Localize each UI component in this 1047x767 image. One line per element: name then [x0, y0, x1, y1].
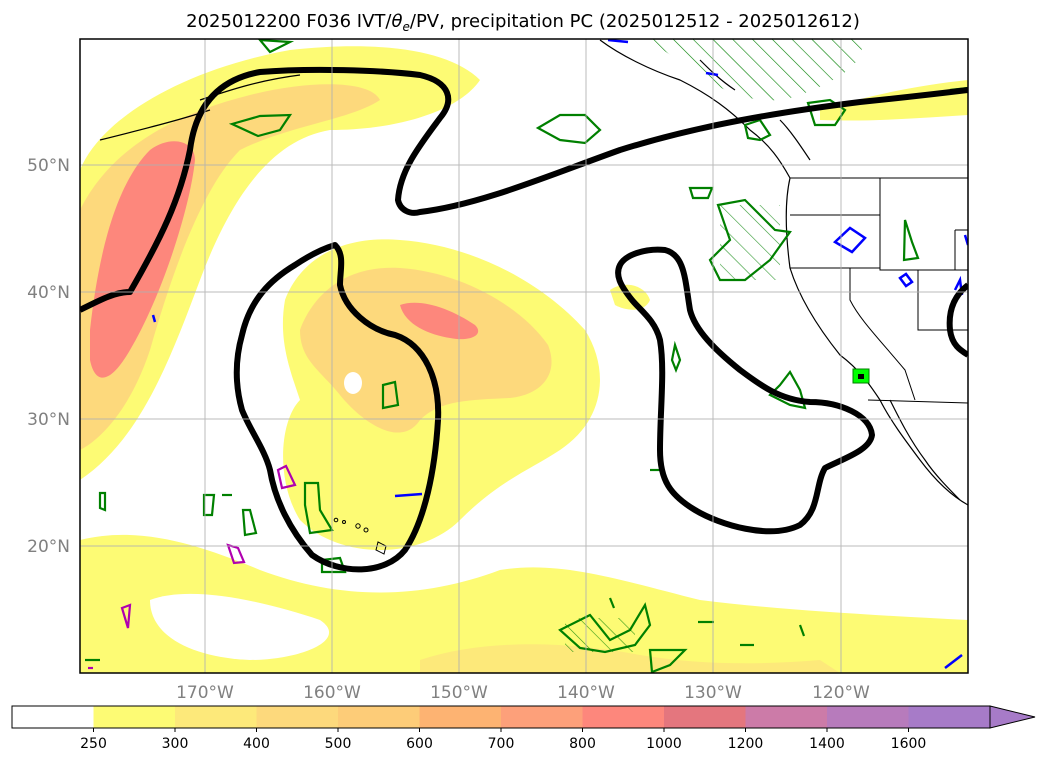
colorbar-tick-label: 1000	[646, 736, 682, 752]
colorbar-tick-label: 1400	[809, 736, 845, 752]
lon-tick-label: 160°W	[303, 683, 361, 703]
colorbar-segment	[908, 706, 991, 728]
colorbar-segment	[12, 706, 94, 728]
ivt-hole	[344, 372, 362, 394]
ivt-band-central-mid	[300, 267, 552, 433]
pv-contour-edge	[946, 282, 968, 358]
colorbar: 250 300 400 500 600 700 800 1000 1200 1400 1600	[11, 705, 1036, 752]
lat-tick-label: 50°N	[27, 156, 70, 176]
colorbar-tick-label: 500	[325, 736, 352, 752]
graticule	[80, 39, 968, 673]
lon-tick-label: 140°W	[557, 683, 615, 703]
colorbar-tick-label: 700	[488, 736, 515, 752]
colorbar-tick-label: 1200	[728, 736, 764, 752]
lon-tick-label: 120°W	[812, 683, 870, 703]
plot-title: 2025012200 F036 IVT/θe/PV, precipitation…	[186, 11, 860, 34]
ivt-band-north-high	[90, 141, 195, 378]
colorbar-tick-label: 1600	[891, 736, 927, 752]
colorbar-segment	[501, 706, 583, 728]
colorbar-tick-label: 400	[243, 736, 270, 752]
pv-contours	[80, 66, 968, 573]
colorbar-tick-label: 600	[406, 736, 433, 752]
precip-contours-green	[85, 39, 968, 673]
lat-tick-label: 40°N	[27, 283, 70, 303]
pv-contour-east	[615, 246, 875, 535]
colorbar-segment	[175, 706, 257, 728]
colorbar-tick-label: 300	[162, 736, 189, 752]
pv-contour-north	[80, 66, 968, 313]
colorbar-segment	[256, 706, 339, 728]
colorbar-segment	[827, 706, 909, 728]
colorbar-segment	[582, 706, 665, 728]
hawaii-islands	[333, 517, 387, 555]
lon-tick-label: 130°W	[684, 683, 742, 703]
state-boundaries	[790, 177, 968, 404]
lat-tick-labels: 50°N 40°N 30°N 20°N	[27, 156, 70, 557]
precip-contours-magenta	[88, 464, 297, 670]
colorbar-tick-label: 800	[569, 736, 596, 752]
colorbar-segment	[745, 706, 828, 728]
colorbar-extend-arrow	[989, 705, 1036, 729]
colorbar-segment	[338, 706, 420, 728]
lon-tick-label: 170°W	[176, 683, 234, 703]
lon-tick-labels: 170°W 160°W 150°W 140°W 130°W 120°W	[176, 683, 870, 703]
map-panel	[80, 39, 968, 673]
precip-hatch-patch-1	[720, 205, 780, 280]
colorbar-segment	[93, 706, 176, 728]
lon-tick-label: 150°W	[430, 683, 488, 703]
lat-tick-label: 20°N	[27, 537, 70, 557]
precip-hatch-patch-2	[565, 618, 635, 652]
precip-hatch-ne	[650, 39, 862, 101]
lat-tick-label: 30°N	[27, 410, 70, 430]
ivt-band-south-hole	[150, 593, 330, 660]
colorbar-tick-label: 250	[80, 736, 107, 752]
pv-contour-central	[233, 242, 442, 573]
ivt-band-south-mid	[420, 644, 840, 673]
map-frame	[79, 38, 969, 674]
colorbar-segment	[664, 706, 746, 728]
colorbar-segment	[419, 706, 502, 728]
